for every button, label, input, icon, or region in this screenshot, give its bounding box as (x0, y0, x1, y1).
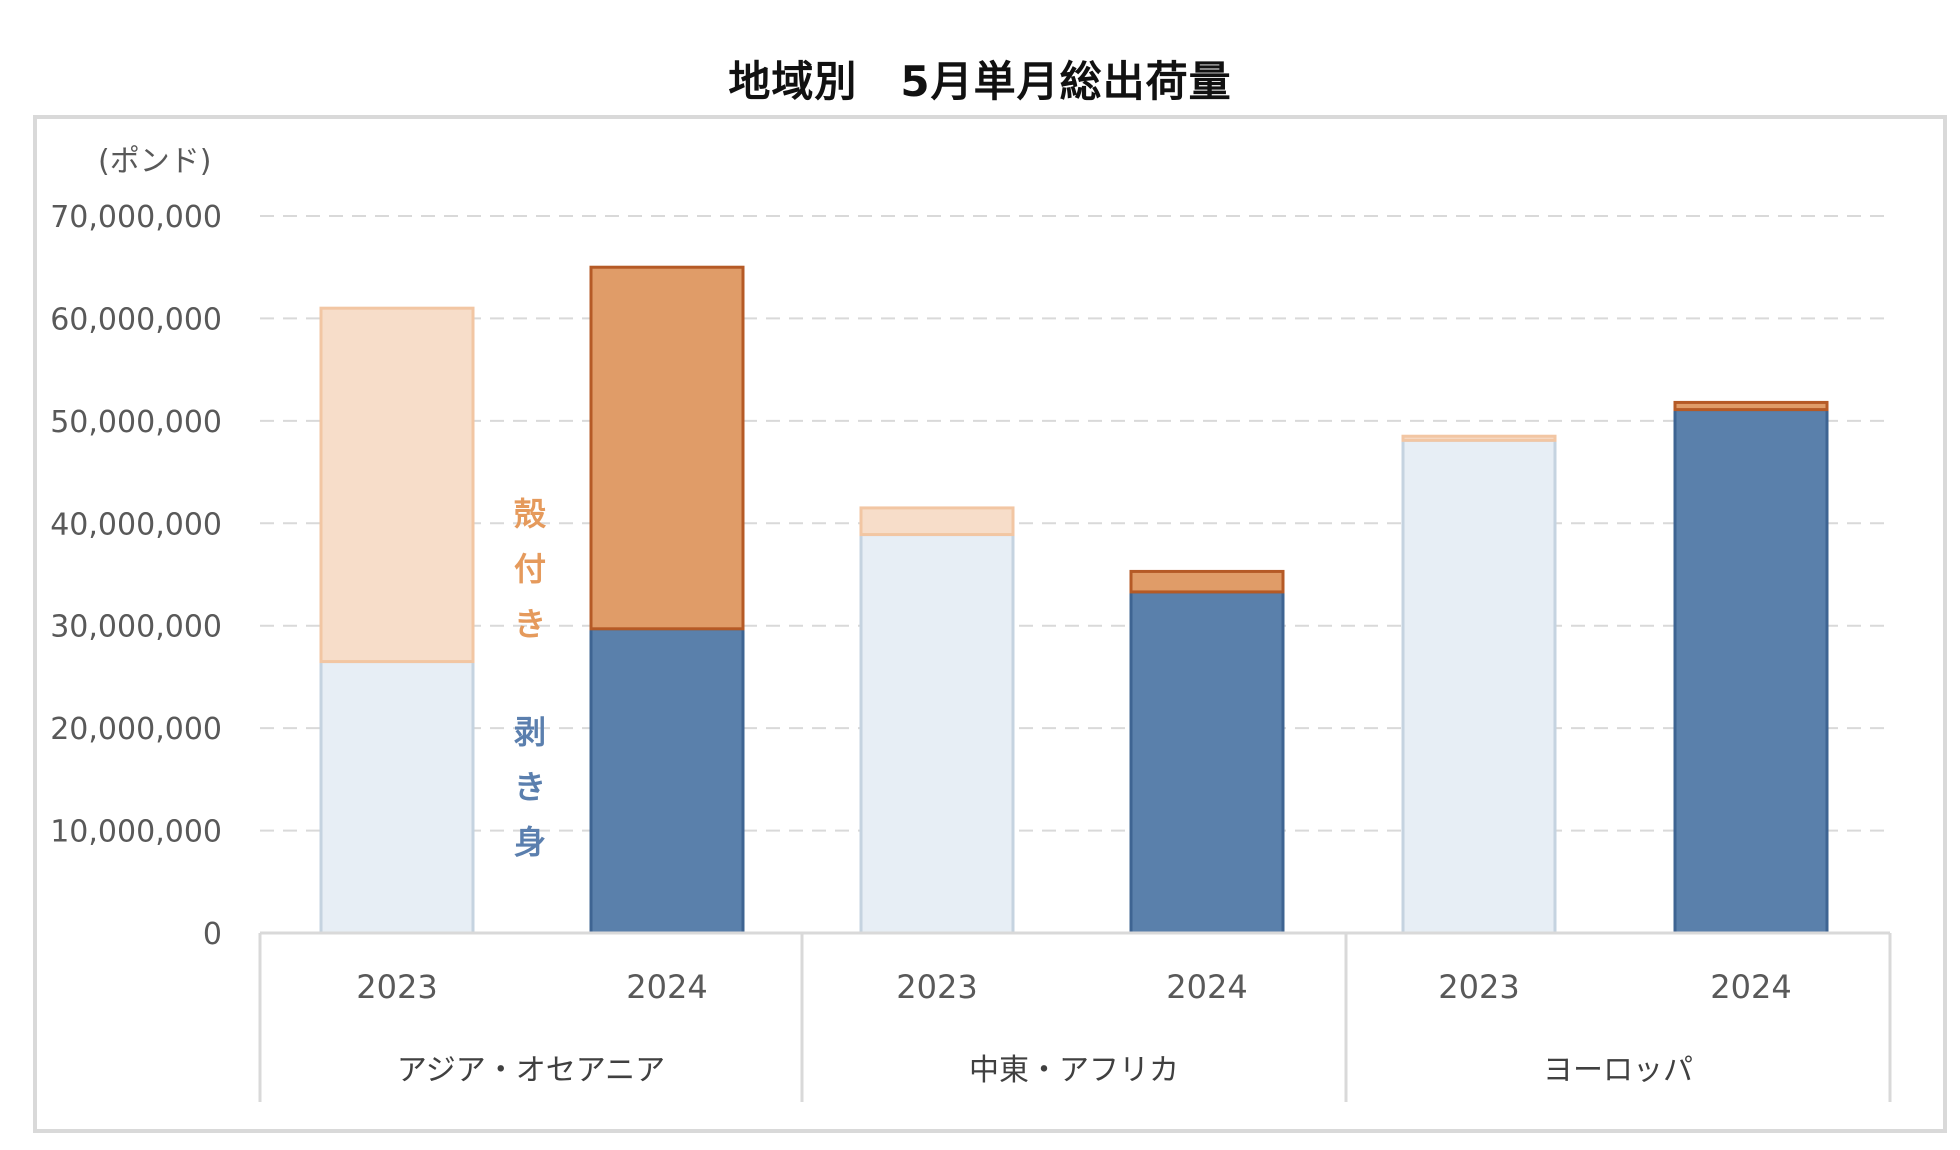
x-tick-label-year: 2023 (896, 968, 977, 1006)
y-tick-label: 40,000,000 (50, 507, 222, 542)
bar-peeled (859, 533, 1015, 935)
x-tick-label-year: 2024 (626, 968, 707, 1006)
y-tick-label: 30,000,000 (50, 610, 222, 645)
x-tick-label-year: 2023 (1438, 968, 1519, 1006)
y-tick-label: 50,000,000 (50, 405, 222, 440)
legend-shell-char-1: 殻 (513, 495, 546, 533)
legend-shell-char-3: き (513, 605, 546, 643)
x-group-label: ヨーロッパ (1543, 1053, 1693, 1088)
x-group-label: 中東・アフリカ (969, 1053, 1179, 1088)
x-tick-label-year: 2024 (1166, 968, 1247, 1006)
bar-shell (319, 306, 475, 664)
y-tick-label: 60,000,000 (50, 302, 222, 337)
bar-peeled (1673, 408, 1829, 935)
x-group-label: アジア・オセアニア (397, 1053, 665, 1088)
bar-shell (859, 506, 1015, 537)
legend-peeled-char-1: 剥 (513, 713, 546, 751)
bar-shell (1401, 434, 1557, 442)
y-tick-label: 0 (203, 917, 222, 952)
y-tick-label: 20,000,000 (50, 712, 222, 747)
bar-peeled (1401, 438, 1557, 935)
chart-frame (33, 115, 1947, 1133)
bar-shell (589, 265, 745, 631)
x-tick-label-year: 2023 (356, 968, 437, 1006)
chart-title: 地域別 5月単月総出荷量 (728, 57, 1232, 106)
bar-peeled (589, 627, 745, 935)
bar-shell (1673, 400, 1829, 412)
y-tick-label: 10,000,000 (50, 815, 222, 850)
legend-peeled-char-2: き (513, 768, 546, 806)
bar-peeled (1129, 590, 1285, 935)
legend-shell-char-2: 付 (513, 550, 546, 588)
bar-shell (1129, 569, 1285, 594)
y-tick-label: 70,000,000 (50, 200, 222, 235)
legend-peeled-char-3: 身 (513, 823, 546, 861)
legend-peeled: 剥 き 身 (505, 705, 555, 870)
bar-peeled (319, 660, 475, 935)
y-axis-unit-label: (ポンド) (98, 144, 212, 179)
x-tick-label-year: 2024 (1710, 968, 1791, 1006)
legend-shell: 殻 付 き (505, 487, 555, 652)
